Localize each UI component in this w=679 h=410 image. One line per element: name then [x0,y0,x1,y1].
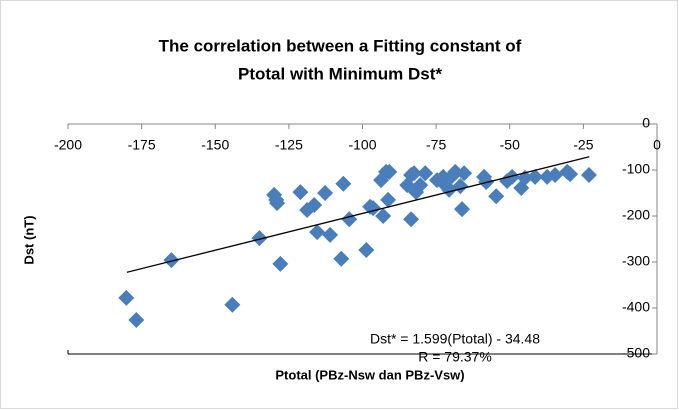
point [456,165,473,182]
y-tick-label: -200 [622,207,650,223]
point [381,163,398,180]
point [375,208,392,224]
point [306,196,323,213]
x-axis-title: Ptotal (PBz-Nsw dan PBz-Vsw) [275,367,464,382]
x-tick-label: -175 [128,137,156,153]
trendline [126,156,590,273]
point [163,252,180,269]
point [406,165,423,182]
point [309,224,326,241]
point [322,226,339,243]
point [317,185,334,201]
point [224,296,241,313]
y-tick-label: 0 [642,115,650,131]
point [527,168,544,185]
y-tick-label: -500 [622,345,650,361]
point [488,188,505,205]
point [580,167,597,184]
point [118,289,135,306]
annotation: R = 79.37% [418,349,492,365]
chart-title: Ptotal with Minimum Dst* [238,64,442,83]
point [562,166,579,183]
point [380,191,397,208]
y-tick-label: -100 [622,161,650,177]
point [269,195,286,212]
y-tick-label: -400 [622,299,650,315]
x-tick-label: 0 [653,137,661,153]
x-tick-label: -150 [201,137,229,153]
point [292,184,309,201]
chart-title: The correlation between a Fitting consta… [159,36,522,55]
x-tick-label: -200 [54,137,82,153]
annotation: Dst* = 1.599(Ptotal) - 34.48 [370,331,540,347]
point [547,167,564,184]
point [417,165,434,182]
point [412,177,429,194]
x-tick-label: -125 [275,137,303,153]
point [504,168,521,185]
point [454,201,471,218]
y-tick-label: -300 [622,253,650,269]
point [272,255,289,272]
point [335,175,352,192]
point [251,230,268,247]
x-tick-label: -100 [348,137,376,153]
point [128,311,145,328]
x-tick-label: -75 [426,137,446,153]
point [333,250,350,267]
y-axis-title: Dst (nT) [21,215,36,264]
point [358,242,375,259]
x-tick-label: -25 [573,137,593,153]
point [403,211,420,228]
x-tick-label: -50 [500,137,520,153]
